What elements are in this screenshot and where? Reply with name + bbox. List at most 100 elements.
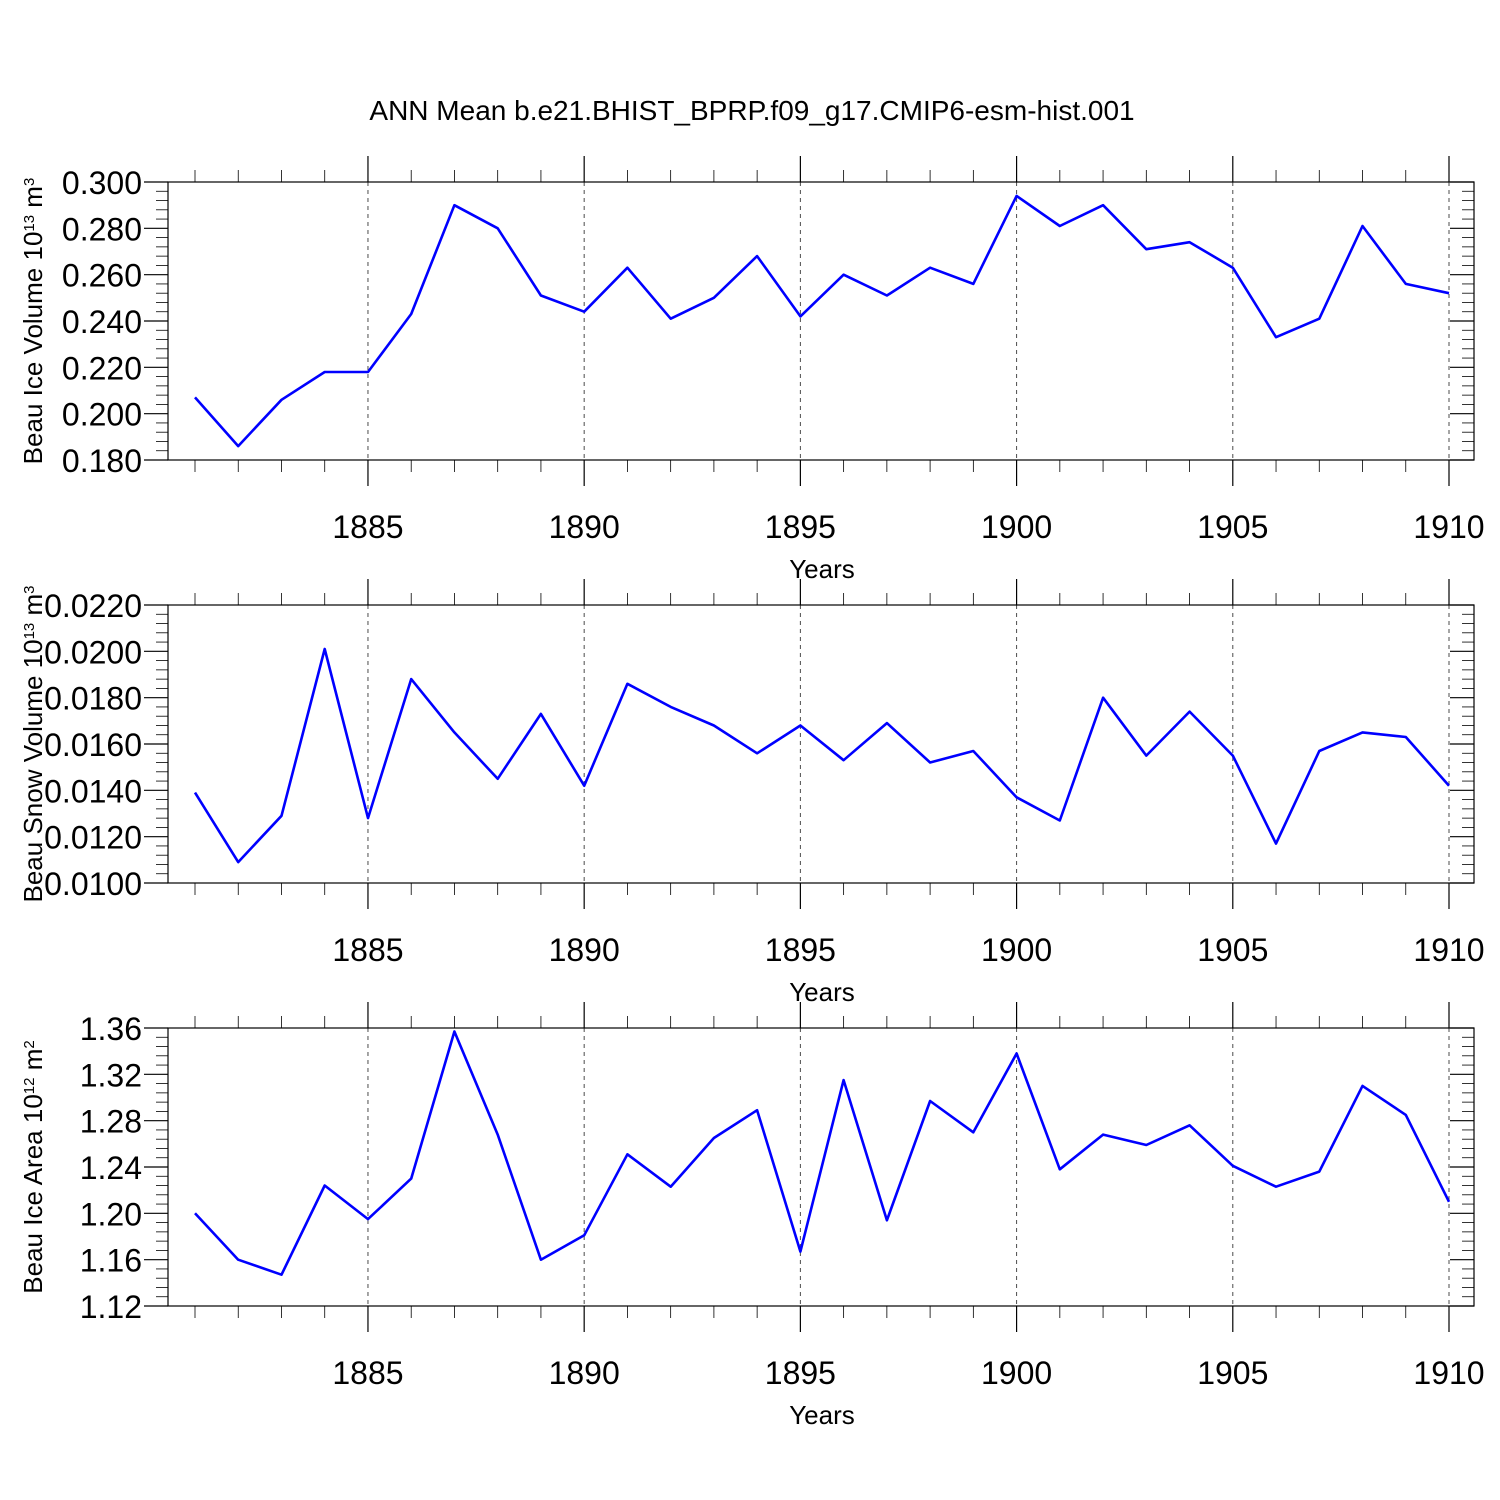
y-axis-title-part: m bbox=[18, 186, 48, 215]
data-point bbox=[1144, 1143, 1148, 1147]
x-tick-label: 1910 bbox=[1413, 932, 1484, 968]
data-point bbox=[1058, 224, 1062, 228]
series-line bbox=[194, 194, 1450, 448]
data-point bbox=[885, 721, 889, 725]
data-point bbox=[323, 1184, 327, 1188]
data-point bbox=[842, 273, 846, 277]
data-point bbox=[409, 1177, 413, 1181]
data-point bbox=[496, 1133, 500, 1137]
data-point bbox=[1274, 335, 1278, 339]
data-point bbox=[928, 1099, 932, 1103]
series-line bbox=[194, 1030, 1451, 1276]
data-point bbox=[496, 777, 500, 781]
data-point bbox=[1058, 818, 1062, 822]
data-point bbox=[1144, 247, 1148, 251]
data-point bbox=[669, 1185, 673, 1189]
data-point bbox=[1188, 240, 1192, 244]
data-point bbox=[1404, 1113, 1408, 1117]
data-point bbox=[625, 1152, 629, 1156]
y-axis-title: Beau Ice Area 1012 m2 bbox=[18, 1040, 48, 1293]
data-point bbox=[193, 791, 197, 795]
data-point bbox=[1231, 266, 1235, 270]
y-tick-label: 0.220 bbox=[62, 350, 142, 386]
data-point bbox=[1101, 1133, 1105, 1137]
data-point bbox=[1447, 291, 1451, 295]
y-axis-title-superscript: 3 bbox=[21, 586, 38, 594]
y-axis-title-part: Beau Ice Volume 10 bbox=[18, 232, 48, 465]
data-point bbox=[1101, 696, 1105, 700]
data-point bbox=[452, 1029, 456, 1033]
y-tick-label: 0.0160 bbox=[44, 727, 142, 763]
y-tick-label: 0.200 bbox=[62, 397, 142, 433]
data-point bbox=[885, 294, 889, 298]
data-point bbox=[669, 317, 673, 321]
x-tick-label: 1900 bbox=[981, 509, 1052, 545]
y-tick-label: 1.24 bbox=[80, 1150, 142, 1186]
data-point bbox=[971, 282, 975, 286]
data-point bbox=[798, 314, 802, 318]
data-point bbox=[971, 1130, 975, 1134]
data-point bbox=[193, 395, 197, 399]
data-point bbox=[1101, 203, 1105, 207]
y-axis-title-superscript: 2 bbox=[21, 1040, 38, 1048]
x-axis-title: Years bbox=[789, 554, 855, 584]
y-tick-label: 1.20 bbox=[80, 1196, 142, 1232]
y-tick-label: 0.0120 bbox=[44, 820, 142, 856]
data-point bbox=[1317, 749, 1321, 753]
data-point bbox=[625, 266, 629, 270]
x-tick-label: 1910 bbox=[1413, 1355, 1484, 1391]
data-point bbox=[452, 203, 456, 207]
x-tick-label: 1905 bbox=[1197, 932, 1268, 968]
data-point bbox=[928, 761, 932, 765]
x-tick-label: 1890 bbox=[549, 1355, 620, 1391]
data-point bbox=[539, 1258, 543, 1262]
data-point bbox=[1188, 710, 1192, 714]
data-point bbox=[539, 294, 543, 298]
series-line bbox=[193, 647, 1450, 864]
x-tick-label: 1885 bbox=[332, 509, 403, 545]
data-point bbox=[1361, 1084, 1365, 1088]
data-point bbox=[236, 444, 240, 448]
chart-panel-1: 0.180 0.200 0.220 0.240 0.260 0.280 0.300 1885 1… bbox=[18, 156, 1485, 584]
x-tick-label: 1885 bbox=[332, 932, 403, 968]
data-point bbox=[669, 705, 673, 709]
data-point bbox=[236, 1258, 240, 1262]
y-axis-title-part: Beau Ice Area 10 bbox=[18, 1094, 48, 1293]
y-axis-title-superscript: 12 bbox=[21, 1078, 38, 1095]
y-tick-label: 1.16 bbox=[80, 1243, 142, 1279]
data-point bbox=[279, 398, 283, 402]
data-point bbox=[1317, 317, 1321, 321]
y-tick-label: 1.32 bbox=[80, 1057, 142, 1093]
y-tick-label: 0.260 bbox=[62, 258, 142, 294]
data-point bbox=[712, 1136, 716, 1140]
data-point bbox=[1015, 194, 1019, 198]
y-axis-title-superscript: 3 bbox=[21, 178, 38, 186]
data-point bbox=[582, 1233, 586, 1237]
x-tick-label: 1890 bbox=[549, 509, 620, 545]
x-tick-label: 1905 bbox=[1197, 1355, 1268, 1391]
data-point bbox=[539, 712, 543, 716]
y-tick-label: 0.180 bbox=[62, 443, 142, 479]
data-point bbox=[582, 784, 586, 788]
y-axis-title-part: m bbox=[18, 1049, 48, 1078]
x-tick-label: 1885 bbox=[332, 1355, 403, 1391]
y-tick-label: 0.300 bbox=[62, 165, 142, 201]
data-point bbox=[452, 730, 456, 734]
data-point bbox=[582, 310, 586, 314]
data-point bbox=[496, 226, 500, 230]
data-point bbox=[1447, 1200, 1451, 1204]
chart-panel-3: 1.12 1.16 1.20 1.24 1.28 1.32 1.36 1885 1890 1895… bbox=[18, 1002, 1485, 1430]
data-point bbox=[885, 1218, 889, 1222]
x-tick-label: 1895 bbox=[765, 932, 836, 968]
data-point bbox=[971, 749, 975, 753]
plot-frame bbox=[167, 181, 1475, 461]
y-axis-title: Beau Snow Volume 1013 m3 bbox=[18, 586, 48, 903]
y-axis-title-superscript: 13 bbox=[21, 215, 38, 232]
x-tick-label: 1895 bbox=[765, 1355, 836, 1391]
x-tick-label: 1890 bbox=[549, 932, 620, 968]
data-point bbox=[236, 860, 240, 864]
data-point bbox=[928, 266, 932, 270]
chart-title: ANN Mean b.e21.BHIST_BPRP.f09_g17.CMIP6-… bbox=[369, 95, 1134, 126]
